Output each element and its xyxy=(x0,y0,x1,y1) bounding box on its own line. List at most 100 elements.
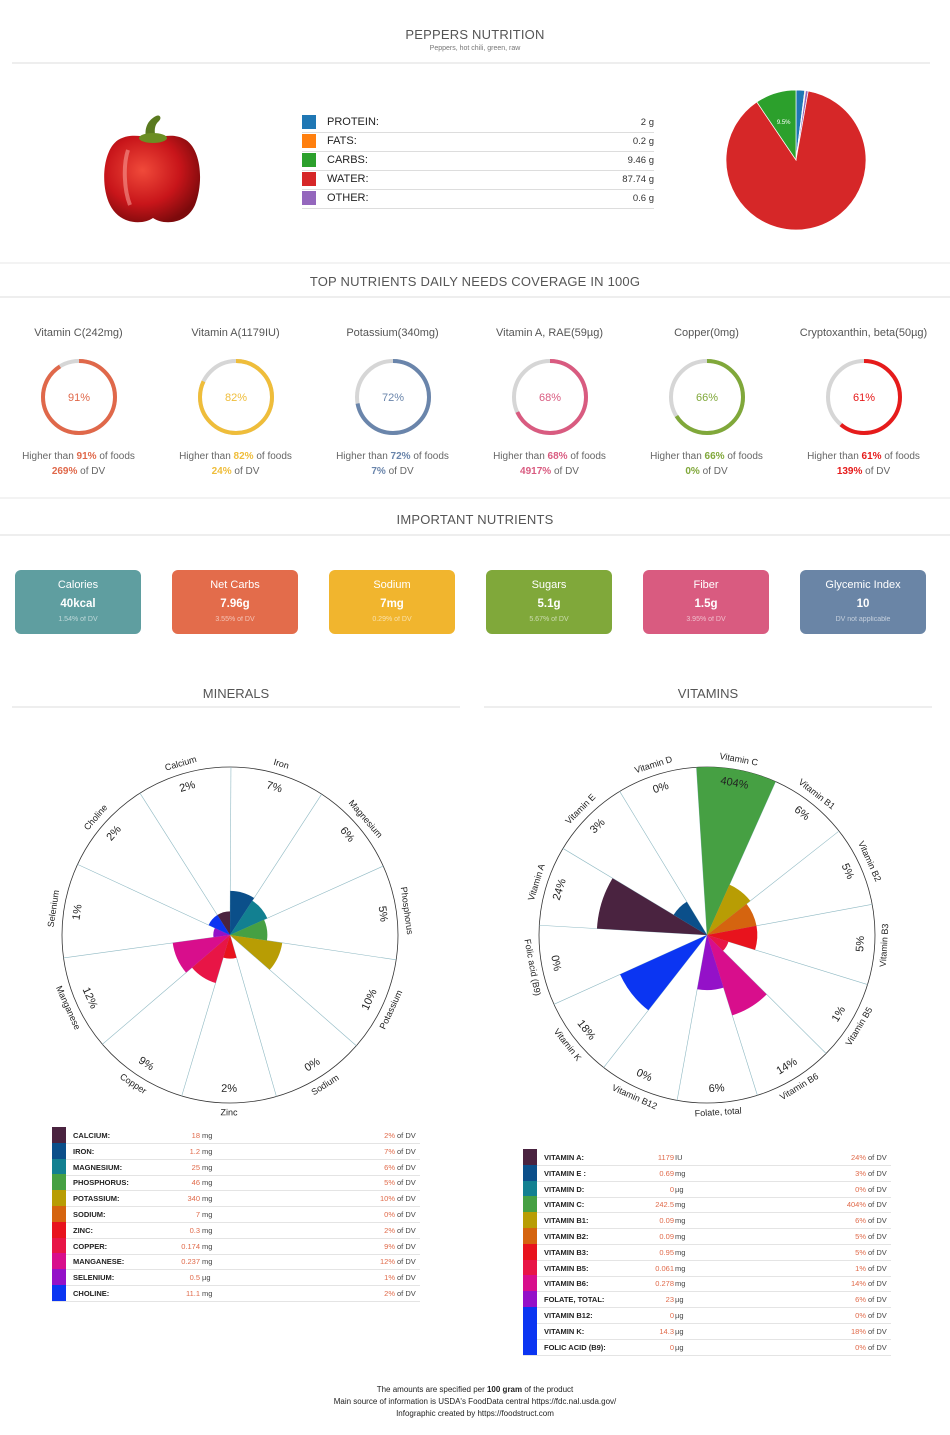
polar-spoke xyxy=(229,934,277,1097)
polar-spoke xyxy=(539,924,708,936)
row-unit: µg xyxy=(202,1273,211,1283)
row-dv: of DV xyxy=(397,1241,416,1251)
divider xyxy=(12,62,930,64)
coverage-nutrient-name: Vitamin A, RAE(59µg) xyxy=(495,327,603,339)
row-name: FOLIC ACID (B9): xyxy=(544,1342,606,1352)
row-unit: µg xyxy=(675,1311,684,1320)
row-pct: 3% xyxy=(855,1168,866,1178)
row-swatch xyxy=(52,1127,66,1143)
row-unit: mg xyxy=(202,1210,213,1219)
row-name: VITAMIN E : xyxy=(544,1168,586,1178)
row-swatch xyxy=(523,1338,537,1355)
table-row: VITAMIN C: 242.5 mg 404% of DV xyxy=(523,1196,891,1214)
ring-progress xyxy=(354,359,431,435)
polar-wedge xyxy=(696,767,776,935)
coverage-higher-text: Higher than 82% of foods xyxy=(179,451,292,462)
row-dv: of DV xyxy=(868,1232,887,1241)
polar-wedge xyxy=(596,878,707,935)
polar-value-label: 1% xyxy=(70,903,84,921)
row-value: 0 xyxy=(669,1311,674,1320)
row-unit: mg xyxy=(675,1279,686,1289)
fats-swatch xyxy=(302,134,316,148)
row-dv: of DV xyxy=(868,1153,887,1162)
row-pct: 6% xyxy=(855,1295,866,1305)
coverage-item: Vitamin C(242mg) 91% Higher than 91% of fo… xyxy=(0,327,157,477)
nutrient-card: Fiber 1.5g 3.95% of DV xyxy=(643,570,769,634)
row-unit: mg xyxy=(202,1225,213,1235)
macro-pie-chart: 87.7%9.5% xyxy=(725,89,867,231)
row-pct: 404% xyxy=(846,1200,866,1210)
polar-value-label: 404% xyxy=(719,775,749,792)
table-row: PHOSPHORUS: 46 mg 5% of DV xyxy=(52,1174,420,1192)
row-dv: of DV xyxy=(397,1162,416,1172)
row-pct: 6% xyxy=(384,1162,395,1172)
row-value: 0.174 xyxy=(181,1241,200,1251)
coverage-nutrient-name: Cryptoxanthin, beta(50µg) xyxy=(799,327,928,339)
polar-wedge xyxy=(208,915,230,935)
row-unit: IU xyxy=(675,1153,683,1162)
row-swatch xyxy=(523,1307,537,1323)
row-swatch xyxy=(523,1228,537,1244)
coverage-ring: 91% xyxy=(40,359,117,435)
macro-label: WATER: xyxy=(327,173,369,185)
polar-spoke xyxy=(229,794,322,936)
important-title: IMPORTANT NUTRIENTS xyxy=(396,512,554,527)
row-pct: 2% xyxy=(384,1225,395,1235)
row-value: 0.237 xyxy=(181,1257,200,1267)
row-dv: of DV xyxy=(397,1273,416,1283)
polar-value-label: 0% xyxy=(651,780,670,796)
row-name: SELENIUM: xyxy=(73,1273,115,1283)
macro-row-fats: FATS: 0.2 g xyxy=(302,132,654,152)
table-row: VITAMIN K: 14.3 µg 18% of DV xyxy=(523,1322,891,1340)
coverage-higher-text: Higher than 72% of foods xyxy=(336,451,449,462)
coverage-dv-text: 24% of DV xyxy=(211,466,260,477)
card-value: 7.96g xyxy=(220,598,250,610)
polar-wedge xyxy=(230,919,268,941)
row-unit: mg xyxy=(675,1216,686,1226)
row-unit: mg xyxy=(202,1289,213,1298)
polar-category-label: Calcium xyxy=(164,754,198,773)
coverage-higher-text: Higher than 91% of foods xyxy=(22,451,135,462)
row-pct: 12% xyxy=(379,1257,395,1267)
polar-wedge xyxy=(707,884,751,935)
row-dv: of DV xyxy=(868,1342,887,1352)
polar-spoke xyxy=(77,864,231,936)
polar-wedge xyxy=(697,935,724,991)
row-swatch xyxy=(523,1322,537,1339)
ring-percent: 82% xyxy=(224,392,246,404)
coverage-item: Vitamin A(1179IU) 82% Higher than 82% of f… xyxy=(157,327,314,477)
ring-percent: 66% xyxy=(695,392,717,404)
polar-category-label: Vitamin C xyxy=(719,751,759,768)
row-pct: 24% xyxy=(850,1153,866,1162)
ring-progress xyxy=(511,359,588,435)
row-unit: µg xyxy=(675,1295,684,1305)
table-row: FOLIC ACID (B9): 0 µg 0% of DV xyxy=(523,1338,891,1356)
table-row: SODIUM: 7 mg 0% of DV xyxy=(52,1206,420,1223)
row-pct: 2% xyxy=(384,1289,395,1298)
row-pct: 5% xyxy=(855,1232,866,1241)
card-label: Glycemic Index xyxy=(825,579,901,591)
polar-spoke xyxy=(706,934,758,1096)
divider xyxy=(0,262,950,264)
table-row: VITAMIN A: 1179 IU 24% of DV xyxy=(523,1149,891,1166)
ring-percent: 72% xyxy=(381,392,403,404)
row-pct: 1% xyxy=(855,1263,866,1273)
card-value: 10 xyxy=(856,598,870,610)
protein-swatch xyxy=(302,115,316,129)
card-label: Sodium xyxy=(373,579,411,591)
card-dv: 1.54% of DV xyxy=(58,616,98,623)
pie-slice-carbs xyxy=(756,89,797,162)
polar-spoke xyxy=(706,904,873,936)
polar-spoke xyxy=(229,934,397,961)
nutrient-card: Sugars 5.1g 5.67% of DV xyxy=(486,570,612,634)
minerals-polar-chart: Calcium2%Iron7%Magnesium6%Phosphorus5%Po… xyxy=(46,754,416,1117)
macro-value: 9.46 g xyxy=(627,155,654,166)
polar-category-label: Iron xyxy=(272,757,290,771)
coverage-item: Potassium(340mg) 72% Higher than 72% of fo… xyxy=(314,327,471,477)
ring-percent: 61% xyxy=(852,392,874,404)
other-swatch xyxy=(302,191,316,205)
row-value: 242.5 xyxy=(655,1200,674,1210)
polar-wedge xyxy=(217,911,231,935)
polar-value-label: 6% xyxy=(708,1082,725,1095)
polar-wedge xyxy=(230,890,255,935)
